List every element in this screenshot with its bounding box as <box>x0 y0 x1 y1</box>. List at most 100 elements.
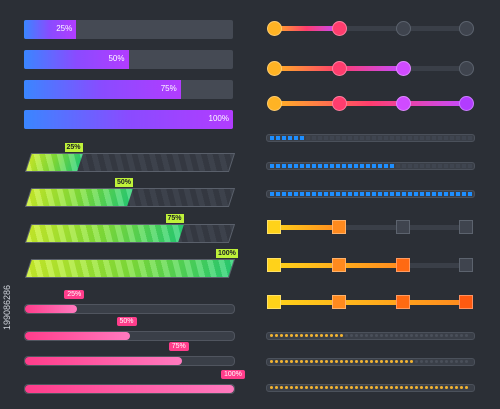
segment-cell-filled <box>300 164 304 168</box>
pink-progress-bar <box>24 331 235 341</box>
segment-cell-empty <box>420 136 424 140</box>
segment-cell-filled <box>318 164 322 168</box>
progress-dot-filled <box>450 386 453 389</box>
step-slider-handle[interactable] <box>459 220 473 234</box>
progress-dot-filled <box>390 360 393 363</box>
step-slider-handle[interactable] <box>396 220 410 234</box>
striped-progress-fill <box>26 260 234 277</box>
progress-dot-filled <box>415 386 418 389</box>
gradient-progress-label: 25% <box>56 24 73 33</box>
progress-dot-filled <box>315 386 318 389</box>
striped-progress-tag: 100% <box>216 249 238 258</box>
node-slider-handle[interactable] <box>396 21 411 36</box>
node-slider-handle[interactable] <box>332 21 347 36</box>
progress-dot-filled <box>375 386 378 389</box>
segment-cell-empty <box>384 136 388 140</box>
striped-progress-fill <box>26 225 184 242</box>
striped-progress-fill <box>26 189 133 206</box>
node-slider-handle[interactable] <box>459 61 474 76</box>
segment-cell-empty <box>408 136 412 140</box>
node-slider-handle[interactable] <box>267 61 282 76</box>
segment-cell-filled <box>420 192 424 196</box>
progress-dot-filled <box>420 386 423 389</box>
progress-dot-filled <box>380 360 383 363</box>
segment-cell-filled <box>270 192 274 196</box>
progress-dot-filled <box>350 386 353 389</box>
segment-cell-filled <box>342 192 346 196</box>
segment-cell-filled <box>318 192 322 196</box>
segment-cell-filled <box>354 192 358 196</box>
segment-cell-empty <box>426 136 430 140</box>
step-slider-handle[interactable] <box>396 258 410 272</box>
step-slider-handle[interactable] <box>267 220 281 234</box>
progress-dot-filled <box>330 360 333 363</box>
segment-cell-empty <box>324 136 328 140</box>
step-slider-handle[interactable] <box>267 258 281 272</box>
segment-cell-empty <box>456 136 460 140</box>
segment-cell-empty <box>366 136 370 140</box>
progress-dot-filled <box>355 360 358 363</box>
progress-dot-filled <box>410 386 413 389</box>
node-slider-handle[interactable] <box>332 96 347 111</box>
step-slider-handle[interactable] <box>332 220 346 234</box>
pink-progress-fill <box>25 385 234 393</box>
progress-dot-filled <box>300 360 303 363</box>
progress-dot-filled <box>315 360 318 363</box>
segment-cell-filled <box>360 164 364 168</box>
segment-cell-empty <box>372 136 376 140</box>
segment-cell-empty <box>378 136 382 140</box>
node-slider-handle[interactable] <box>459 21 474 36</box>
step-slider-handle[interactable] <box>459 258 473 272</box>
segment-cell-filled <box>342 164 346 168</box>
segment-cell-filled <box>276 164 280 168</box>
progress-dot-filled <box>315 334 318 337</box>
node-slider-handle[interactable] <box>332 61 347 76</box>
node-slider-handle[interactable] <box>396 96 411 111</box>
segment-cell-filled <box>402 192 406 196</box>
segment-cell-filled <box>366 164 370 168</box>
node-slider-handle[interactable] <box>267 21 282 36</box>
segment-cell-empty <box>408 164 412 168</box>
progress-dot-filled <box>335 334 338 337</box>
segment-cell-filled <box>288 164 292 168</box>
progress-dot-filled <box>460 386 463 389</box>
progress-dot-filled <box>345 360 348 363</box>
node-slider-handle[interactable] <box>459 96 474 111</box>
gradient-progress-bar: 25% <box>24 20 233 39</box>
segment-cell-empty <box>318 136 322 140</box>
progress-dot-empty <box>450 334 453 337</box>
striped-progress-fill <box>26 154 83 171</box>
segment-cell-filled <box>468 192 472 196</box>
step-slider-handle[interactable] <box>267 295 281 309</box>
segment-cell-empty <box>390 136 394 140</box>
segment-cell-filled <box>384 164 388 168</box>
progress-dot-empty <box>415 360 418 363</box>
node-slider-handle[interactable] <box>396 61 411 76</box>
segment-cell-filled <box>390 164 394 168</box>
progress-dot-filled <box>400 360 403 363</box>
step-slider-handle[interactable] <box>396 295 410 309</box>
progress-dot-filled <box>305 334 308 337</box>
step-slider-handle[interactable] <box>459 295 473 309</box>
step-slider-handle[interactable] <box>332 295 346 309</box>
segment-cell-filled <box>396 192 400 196</box>
segment-cell-filled <box>408 192 412 196</box>
progress-dot-empty <box>365 334 368 337</box>
segment-cell-empty <box>420 164 424 168</box>
segment-cell-empty <box>432 136 436 140</box>
segment-cell-empty <box>438 136 442 140</box>
pink-progress-fill <box>25 305 78 313</box>
segment-cell-empty <box>450 136 454 140</box>
progress-dot-empty <box>465 334 468 337</box>
node-slider-handle[interactable] <box>267 96 282 111</box>
step-slider-handle[interactable] <box>332 258 346 272</box>
segment-progress-bar <box>266 134 475 142</box>
progress-dot-filled <box>395 360 398 363</box>
segment-cell-filled <box>324 192 328 196</box>
progress-dot-filled <box>310 360 313 363</box>
step-slider-track <box>274 225 466 230</box>
gradient-progress-bar: 75% <box>24 80 233 99</box>
segment-cell-filled <box>450 192 454 196</box>
segment-cell-empty <box>450 164 454 168</box>
segment-cell-empty <box>342 136 346 140</box>
